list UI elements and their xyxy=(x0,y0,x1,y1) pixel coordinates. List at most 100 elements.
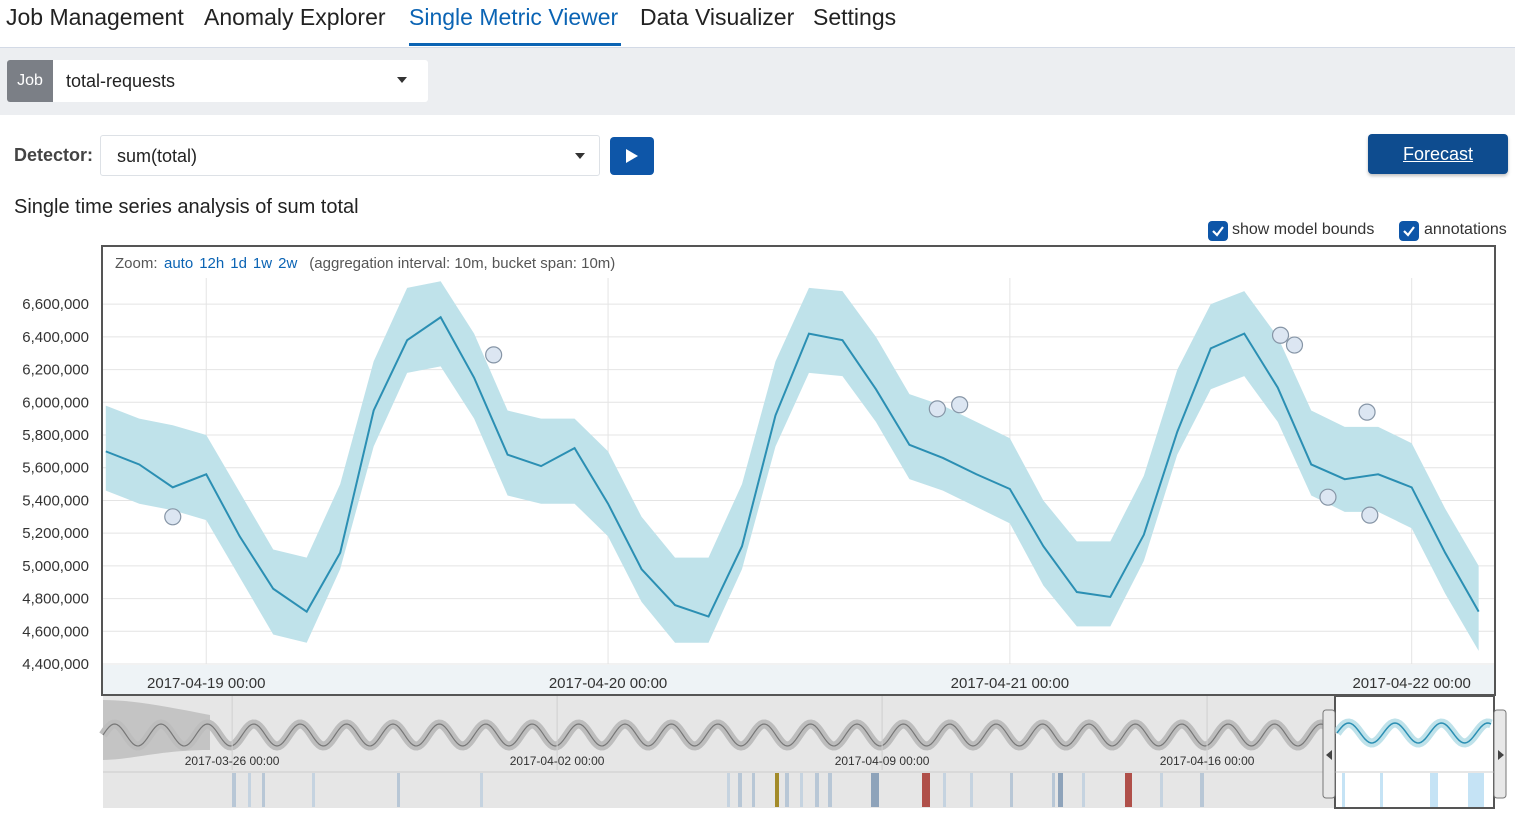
swimlane-cell xyxy=(1430,773,1438,807)
y-tick-label: 5,800,000 xyxy=(22,427,89,444)
swimlane-cell xyxy=(232,773,236,807)
zoom-row: Zoom: auto 12h 1d 1w 2w (aggregation interval… xyxy=(115,255,615,272)
swimlane-cell xyxy=(1342,773,1345,807)
detector-label: Detector: xyxy=(14,145,94,165)
detector-select[interactable]: sum(total) xyxy=(100,135,600,176)
context-tick-label: 2017-03-26 00:00 xyxy=(185,754,280,768)
tab[interactable]: Anomaly Explorer xyxy=(204,4,386,30)
play-button[interactable] xyxy=(610,137,654,175)
swimlane-cell xyxy=(1380,773,1383,807)
swimlane-cell xyxy=(970,773,973,807)
swimlane-cell xyxy=(1468,773,1484,807)
anomaly-marker[interactable] xyxy=(928,400,946,418)
anomaly-marker[interactable] xyxy=(164,508,182,526)
y-tick-label: 4,800,000 xyxy=(22,591,89,608)
job-label: Job xyxy=(7,60,53,102)
x-tick-label: 2017-04-21 00:00 xyxy=(951,675,1069,692)
y-tick-label: 6,200,000 xyxy=(22,362,89,379)
tab[interactable]: Job Management xyxy=(6,4,184,30)
swimlane-cell xyxy=(727,773,730,807)
zoom-info: (aggregation interval: 10m, bucket span:… xyxy=(309,255,615,272)
tab-bar: Job Management Anomaly Explorer Single M… xyxy=(0,0,1515,48)
swimlane-cell xyxy=(785,773,789,807)
swimlane-cell xyxy=(312,773,315,807)
play-icon xyxy=(626,149,638,163)
anomaly-marker[interactable] xyxy=(1319,488,1337,506)
tab-active[interactable]: Single Metric Viewer xyxy=(409,4,619,30)
swimlane-cell xyxy=(1125,773,1132,807)
y-tick-label: 5,000,000 xyxy=(22,558,89,575)
tab[interactable]: Data Visualizer xyxy=(640,4,795,30)
context-tick-label: 2017-04-16 00:00 xyxy=(1160,754,1255,768)
anomaly-marker[interactable] xyxy=(951,396,969,414)
zoom-option[interactable]: 1w xyxy=(253,255,272,272)
x-tick-label: 2017-04-19 00:00 xyxy=(147,675,265,692)
swimlane-cell xyxy=(800,773,803,807)
job-select[interactable]: Job total-requests xyxy=(7,60,428,102)
check-icon xyxy=(1212,226,1224,237)
swimlane-cell xyxy=(1010,773,1013,807)
chart: Zoom: auto 12h 1d 1w 2w (aggregation interval… xyxy=(22,245,1507,809)
checkbox-label[interactable]: show model bounds xyxy=(1232,221,1375,238)
tab-underline xyxy=(409,43,621,46)
checkbox[interactable] xyxy=(1208,221,1228,241)
swimlane-cell xyxy=(922,773,930,807)
swimlane-cell xyxy=(815,773,819,807)
swimlane-cell xyxy=(1082,773,1085,807)
swimlane-cell xyxy=(871,773,879,807)
anomaly-marker[interactable] xyxy=(1285,336,1304,354)
y-tick-label: 4,400,000 xyxy=(22,656,89,673)
check-icon xyxy=(1403,226,1415,237)
context-line xyxy=(102,723,1334,747)
y-tick-label: 5,600,000 xyxy=(22,460,89,477)
y-tick-label: 6,000,000 xyxy=(22,394,89,411)
job-value: total-requests xyxy=(66,71,176,91)
handle-arrow xyxy=(1326,750,1332,760)
y-tick-label: 6,600,000 xyxy=(22,296,89,313)
x-tick-label: 2017-04-22 00:00 xyxy=(1352,675,1470,692)
checkbox-label[interactable]: annotations xyxy=(1424,221,1507,238)
swimlane-cell xyxy=(738,773,742,807)
x-tick-label: 2017-04-20 00:00 xyxy=(549,675,667,692)
swimlane-cell xyxy=(262,773,265,807)
anomaly-marker[interactable] xyxy=(485,346,503,364)
swimlane-cell xyxy=(248,773,251,807)
series-line xyxy=(105,315,1480,618)
context-line-selected xyxy=(1336,722,1492,744)
swimlane-cell xyxy=(1052,773,1055,807)
y-tick-label: 5,400,000 xyxy=(22,492,89,509)
model-bounds xyxy=(105,281,1479,651)
chart-title: Single time series analysis of sum total xyxy=(14,196,359,218)
dropdown-arrow xyxy=(397,77,407,83)
zoom-option[interactable]: auto xyxy=(164,255,193,272)
anomaly-marker[interactable] xyxy=(1358,403,1376,421)
detector-value: sum(total) xyxy=(117,146,198,166)
swimlane-cell xyxy=(480,773,483,807)
context-tick-label: 2017-04-02 00:00 xyxy=(510,754,605,768)
job-bar: Job total-requests xyxy=(0,48,1515,115)
anomaly-marker[interactable] xyxy=(1361,506,1379,524)
swimlane-cell xyxy=(828,773,832,807)
swimlane-cell xyxy=(397,773,400,807)
swimlane-cell xyxy=(752,773,755,807)
zoom-option[interactable]: 2w xyxy=(278,255,297,272)
swimlane-cell xyxy=(1058,773,1063,807)
y-tick-label: 4,600,000 xyxy=(22,623,89,640)
y-tick-label: 6,400,000 xyxy=(22,329,89,346)
zoom-label: Zoom: xyxy=(115,255,158,272)
zoom-option[interactable]: 12h xyxy=(199,255,224,272)
context-tick-label: 2017-04-09 00:00 xyxy=(835,754,930,768)
anomaly-marker[interactable] xyxy=(1271,326,1290,344)
handle-arrow xyxy=(1498,750,1504,760)
checkbox[interactable] xyxy=(1399,221,1419,241)
forecast-button[interactable]: Forecast xyxy=(1368,134,1508,174)
context-selection xyxy=(1334,695,1495,809)
swimlane-cell xyxy=(943,773,946,807)
context-background xyxy=(103,696,1334,808)
swimlane-cell xyxy=(1200,773,1204,807)
zoom-option[interactable]: 1d xyxy=(230,255,247,272)
tab[interactable]: Settings xyxy=(813,4,897,30)
y-tick-label: 5,200,000 xyxy=(22,525,89,542)
dropdown-arrow xyxy=(575,153,585,159)
